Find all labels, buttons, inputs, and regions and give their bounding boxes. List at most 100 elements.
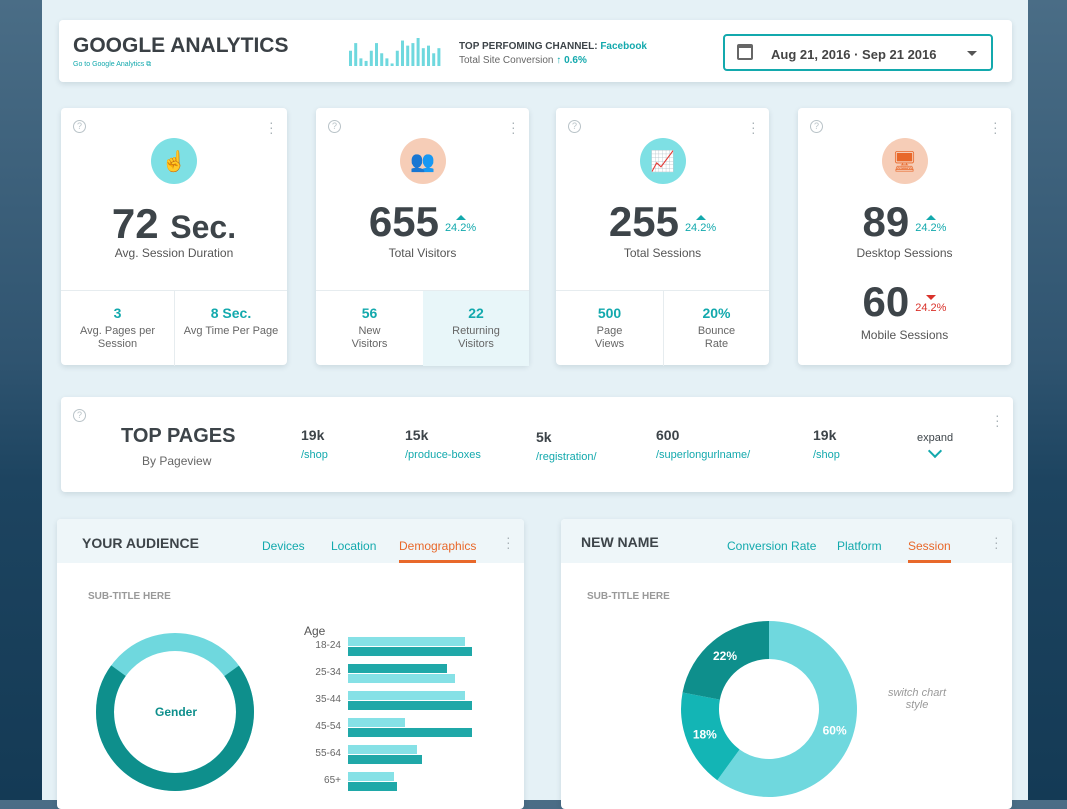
expand-button[interactable]: expand: [917, 432, 953, 459]
device-sessions-card: ? · · · 🖥 89 24.2% Desktop Sessions 60 24.2% …: [798, 108, 1011, 365]
sparkline-bar: [390, 63, 394, 66]
top-pages-title: TOP PAGES: [121, 425, 236, 447]
age-bar: [348, 718, 405, 727]
age-tick-label: 18-24: [315, 640, 341, 651]
more-options-icon[interactable]: · · ·: [506, 529, 511, 555]
tab-platform[interactable]: Platform: [837, 539, 882, 553]
total-visitors-card: ? · · · 👥 655 24.2% Total Visitors 56 New Vis…: [316, 108, 529, 366]
donut-slice-label: 60%: [823, 723, 847, 737]
session-donut: 60% 18% 22%: [681, 621, 857, 797]
more-options-icon[interactable]: · · ·: [993, 114, 998, 140]
subtitle: SUB-TITLE HERE: [88, 591, 171, 602]
devices-icon: 🖥: [881, 138, 928, 184]
header-card: GOOGLE ANALYTICS Go to Google Analytics …: [59, 20, 1012, 82]
switch-chart-style-link[interactable]: switch chart style: [887, 687, 947, 711]
stat-label: Desktop Sessions: [856, 246, 953, 260]
page-title: GOOGLE ANALYTICS: [73, 34, 289, 57]
change-up: 24.2%: [915, 215, 946, 234]
age-bar: [348, 728, 472, 737]
chevron-down-icon: [967, 51, 977, 61]
stat-value: 60: [862, 278, 910, 325]
pointer-hand-icon: ☝: [151, 138, 197, 184]
top-page-item[interactable]: 19k/shop: [813, 427, 840, 461]
sparkline-bar: [416, 38, 420, 66]
help-icon[interactable]: ?: [73, 409, 86, 422]
more-options-icon[interactable]: · · ·: [269, 114, 274, 140]
tab-session[interactable]: Session: [908, 539, 951, 563]
sparkline-bar: [427, 45, 430, 66]
more-options-icon[interactable]: · · ·: [994, 529, 999, 555]
sparkline-bar: [395, 50, 399, 66]
donut-segment: [95, 633, 254, 791]
external-link-icon: ⧉: [146, 61, 152, 68]
change-up: 24.2%: [445, 215, 476, 234]
conversion-value: ↑ 0.6%: [556, 55, 587, 66]
audience-title: YOUR AUDIENCE: [82, 535, 199, 551]
stat-value: 72: [111, 200, 159, 247]
channel-label: TOP PERFOMING CHANNEL:: [459, 41, 598, 52]
age-bar: [348, 674, 455, 683]
tab-demographics[interactable]: Demographics: [399, 539, 477, 563]
donut-slice: [717, 621, 857, 797]
dashboard: GOOGLE ANALYTICS Go to Google Analytics …: [42, 0, 1028, 809]
stat-unit: Sec.: [170, 209, 237, 245]
chevron-down-icon: [927, 443, 943, 459]
help-icon[interactable]: ?: [568, 120, 581, 133]
change-up: 24.2%: [685, 215, 716, 234]
users-icon: 👥: [399, 138, 446, 184]
google-analytics-link[interactable]: Go to Google Analytics ⧉: [73, 61, 152, 68]
stat-value: 655: [368, 198, 439, 245]
date-range-picker[interactable]: Aug 21, 2016 · Sep 21 2016: [723, 34, 993, 71]
sparkline-bar: [406, 45, 410, 66]
donut-slice: [681, 692, 740, 781]
more-options-icon[interactable]: · · ·: [511, 114, 516, 140]
donut-slice: [682, 621, 769, 700]
age-tick-label: 25-34: [315, 667, 341, 678]
total-sessions-card: ? · · · 📈 255 24.2% Total Sessions 500 Page V…: [556, 108, 769, 366]
session-duration-card: ? · · · ☝ 72 Sec. Avg. Session Duration 3 Av…: [61, 108, 287, 366]
top-pages-subtitle: By Pageview: [142, 454, 212, 468]
tab-location[interactable]: Location: [331, 539, 377, 553]
help-icon[interactable]: ?: [810, 120, 823, 133]
new-name-title: NEW NAME: [581, 534, 659, 550]
top-page-item[interactable]: 15k/produce-boxes: [405, 427, 481, 461]
sub-stat: 56 New Visitors: [316, 290, 423, 366]
sub-stat: 20% Bounce Rate: [663, 290, 769, 366]
donut-label: Gender: [155, 705, 198, 719]
sparkline-bar: [437, 48, 441, 66]
sub-stat: 3 Avg. Pages per Session: [61, 290, 174, 366]
help-icon[interactable]: ?: [328, 120, 341, 133]
tab-devices[interactable]: Devices: [262, 539, 305, 553]
new-name-card: NEW NAME Conversion Rate Platform Sessio…: [561, 519, 1012, 809]
sub-stat: 8 Sec. Avg Time Per Page: [174, 290, 287, 366]
top-page-item[interactable]: 5k/registration/: [536, 429, 597, 463]
tab-conversion-rate[interactable]: Conversion Rate: [727, 539, 817, 553]
sparkline-bar: [359, 58, 363, 66]
date-range-value: Aug 21, 2016 · Sep 21 2016: [771, 47, 937, 62]
sparkline-bar: [364, 60, 368, 66]
stat-label: Total Visitors: [388, 246, 457, 260]
donut-slice-label: 18%: [693, 727, 717, 741]
help-icon[interactable]: ?: [73, 120, 86, 133]
sparkline-bar: [385, 58, 389, 66]
top-pages-card: ? · · · TOP PAGES By Pageview 19k/shop 15k /…: [61, 397, 1013, 492]
stat-label: Mobile Sessions: [860, 328, 949, 342]
age-bar: [348, 745, 417, 754]
top-page-item[interactable]: 600/superlongurlname/: [656, 427, 751, 461]
sparkline: [349, 38, 441, 66]
subtitle: SUB-TITLE HERE: [587, 591, 670, 602]
age-bar: [348, 664, 447, 673]
age-tick-label: 45-54: [315, 721, 341, 732]
age-tick-label: 35-44: [315, 694, 341, 705]
sub-stat: 500 Page Views: [556, 290, 663, 366]
top-page-item[interactable]: 19k/shop: [301, 427, 328, 461]
change-down: 24.2%: [915, 295, 946, 314]
sparkline-bar: [401, 40, 404, 66]
gender-donut: [95, 633, 254, 791]
sparkline-bar: [354, 43, 358, 66]
more-options-icon[interactable]: · · ·: [751, 114, 756, 140]
more-options-icon[interactable]: · · ·: [995, 407, 1000, 433]
sub-stat-selected[interactable]: 22 Returning Visitors: [423, 290, 529, 366]
age-bar: [348, 647, 472, 656]
channel-value: Facebook: [600, 41, 647, 52]
